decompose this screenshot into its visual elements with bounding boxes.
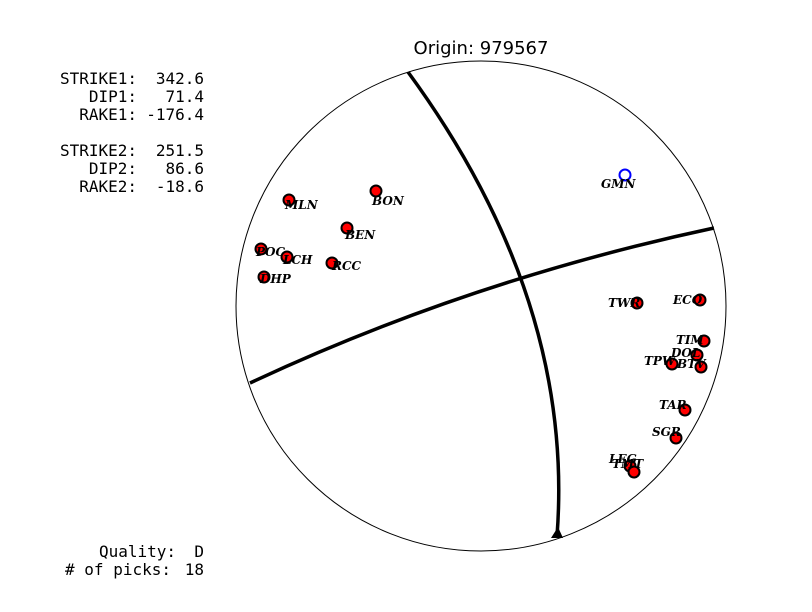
param-value: 71.4 — [165, 87, 204, 106]
param-value: 251.5 — [156, 141, 204, 160]
picks-label: # of picks: — [65, 560, 171, 579]
station-label: MLN — [284, 198, 319, 212]
station-label: POC — [255, 245, 285, 259]
station-label: LCH — [282, 253, 313, 267]
slip-arrow — [551, 527, 563, 538]
param-value: -18.6 — [156, 177, 204, 196]
station-label: RCC — [331, 259, 362, 273]
quality-label: Quality: — [99, 542, 176, 561]
station-compression — [257, 270, 271, 284]
station-compression — [678, 403, 692, 417]
parameters: STRIKE1: 342.6 DIP1: 71.4 RAKE1: -176.4 STRIKE… — [60, 69, 204, 579]
station-compression — [254, 242, 268, 256]
quality-value: D — [194, 542, 204, 561]
station-compression — [627, 465, 641, 479]
station-label: DOL — [670, 346, 700, 360]
param-value: 342.6 — [156, 69, 204, 88]
station-compression — [694, 360, 708, 374]
station-compression — [665, 357, 679, 371]
station-label: ECO — [672, 293, 703, 307]
param-label: DIP2: — [89, 159, 137, 178]
station-compression — [693, 293, 707, 307]
station-compression — [669, 431, 683, 445]
title: Origin: 979567 — [414, 38, 549, 59]
station-compression — [697, 334, 711, 348]
station-label: SGR — [652, 425, 681, 439]
station-compression — [325, 256, 339, 270]
station-label: TPW — [644, 354, 677, 368]
param-label: RAKE1: — [79, 105, 137, 124]
param-label: DIP1: — [89, 87, 137, 106]
station-label: BON — [371, 194, 405, 208]
param-label: RAKE2: — [79, 177, 137, 196]
param-label: STRIKE2: — [60, 141, 137, 160]
station-compression — [280, 250, 294, 264]
param-value: -176.4 — [146, 105, 204, 124]
station-label: TAR — [659, 398, 687, 412]
param-value: 86.6 — [165, 159, 204, 178]
station-label: TWR — [608, 296, 640, 310]
nodal-plane-1 — [406, 70, 561, 537]
param-label: STRIKE1: — [60, 69, 137, 88]
station-compression — [340, 221, 354, 235]
station-label: GMN — [601, 177, 637, 191]
station-label: BEN — [344, 228, 376, 242]
station-dilatation — [618, 168, 632, 182]
focal-sphere — [235, 60, 727, 552]
picks-value: 18 — [185, 560, 204, 579]
nodal-plane-2 — [249, 226, 715, 385]
station-compression — [630, 296, 644, 310]
station-compression — [369, 184, 383, 198]
station-label: TIM — [676, 333, 705, 347]
station-label: DHP — [259, 272, 292, 286]
station-label: TMT — [612, 457, 644, 471]
station-compression — [282, 193, 296, 207]
station-label: BTV — [676, 357, 707, 371]
station-compression — [690, 348, 704, 362]
station-label: LEG — [608, 452, 637, 466]
